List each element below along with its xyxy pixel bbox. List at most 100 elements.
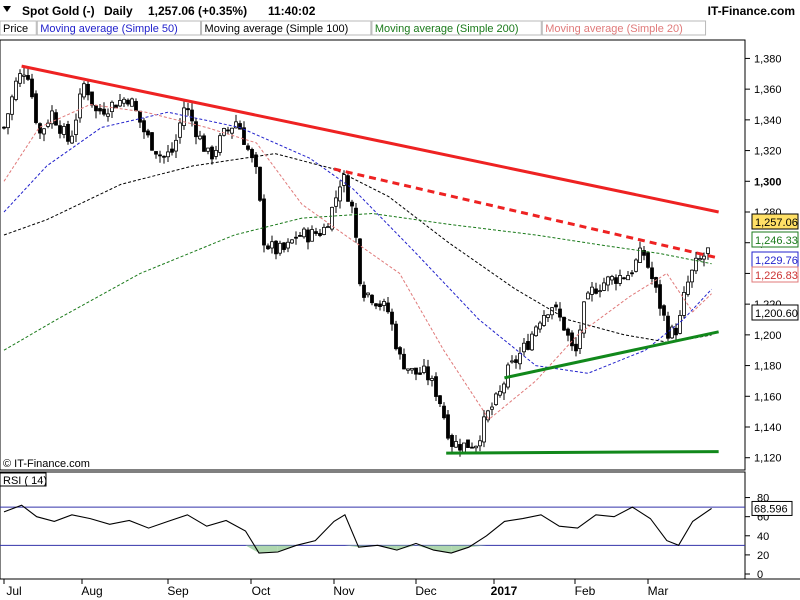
candle-body xyxy=(394,323,398,350)
candle-body xyxy=(418,372,422,375)
candle-body xyxy=(470,446,474,449)
header-bar xyxy=(0,0,800,20)
collapse-icon[interactable] xyxy=(3,6,11,12)
candle-body xyxy=(438,395,442,405)
candle-body xyxy=(590,286,594,295)
candle-body xyxy=(606,276,610,286)
candle-body xyxy=(66,123,70,142)
candle-body xyxy=(26,75,30,80)
trendline[interactable] xyxy=(446,450,719,455)
candle-body xyxy=(706,247,710,254)
candle-body xyxy=(458,444,462,451)
moving-average-line xyxy=(3,111,712,374)
candle-body xyxy=(526,341,530,350)
candle-body xyxy=(182,107,186,126)
candle-body xyxy=(430,378,434,381)
candle-body xyxy=(298,235,302,237)
candle-body xyxy=(178,122,182,138)
legend-item[interactable] xyxy=(541,20,707,36)
candle-body xyxy=(570,332,574,347)
time-axis-label: Aug xyxy=(81,584,102,598)
candle-body xyxy=(270,241,274,249)
price-panel-frame xyxy=(0,39,746,471)
candle-body xyxy=(498,390,502,396)
trendline[interactable] xyxy=(504,330,719,380)
candle-body xyxy=(378,303,382,307)
candles xyxy=(2,67,710,457)
candle-body xyxy=(650,267,654,280)
legend-item-label: Moving average (Simple 200) xyxy=(375,23,519,35)
candle-body xyxy=(74,119,78,135)
price-axis-label: 1,300 xyxy=(754,176,782,188)
candle-body xyxy=(318,232,322,236)
rsi-line xyxy=(3,504,712,554)
candle-body xyxy=(530,333,534,351)
candle-body xyxy=(614,277,618,284)
candle-body xyxy=(574,343,578,352)
candle-body xyxy=(18,73,22,84)
candle-body xyxy=(326,226,330,229)
candle-body xyxy=(578,329,582,349)
candle-body xyxy=(2,126,6,129)
candle-body xyxy=(514,359,518,363)
candle-body xyxy=(302,228,306,238)
legend-item[interactable] xyxy=(36,20,202,36)
candle-body xyxy=(266,245,270,250)
candle-body xyxy=(98,108,102,112)
candle-body xyxy=(702,255,706,260)
legend-item[interactable] xyxy=(371,20,542,36)
time-axis-label: Oct xyxy=(252,584,271,598)
legend-item-label: Moving average (Simple 100) xyxy=(205,23,349,35)
candle-body xyxy=(102,108,106,115)
candle-body xyxy=(290,239,294,244)
candle-body xyxy=(90,91,94,106)
price-axis-label: 1,160 xyxy=(754,391,782,403)
candle-body xyxy=(14,80,18,100)
legend-item[interactable] xyxy=(201,20,372,36)
legend-item-label: Moving average (Simple 20) xyxy=(545,23,683,35)
trendline[interactable] xyxy=(21,64,719,214)
candle-body xyxy=(274,240,278,255)
candle-body xyxy=(426,366,430,381)
candle-body xyxy=(10,96,14,115)
candle-body xyxy=(534,326,538,337)
candle-body xyxy=(486,410,490,421)
price-label-text: 1,257.06 xyxy=(755,217,798,229)
time-axis-label: 2017 xyxy=(491,584,518,598)
indicator-legend: Price Moving average (Simple 50) Moving av… xyxy=(0,20,707,36)
candle-body xyxy=(690,269,694,283)
rsi-plot xyxy=(0,504,745,554)
candle-body xyxy=(170,148,174,153)
candle-body xyxy=(466,439,470,448)
candle-body xyxy=(310,229,314,242)
candle-body xyxy=(642,250,646,256)
price-axis-label: 1,120 xyxy=(754,453,782,465)
candle-body xyxy=(398,347,402,355)
candle-body xyxy=(6,113,10,129)
candle-body xyxy=(314,231,318,234)
time-axis-label: Dec xyxy=(415,584,436,598)
legend-item[interactable] xyxy=(0,20,37,36)
candle-body xyxy=(62,126,66,135)
candle-body xyxy=(386,302,390,313)
candle-body xyxy=(250,149,254,159)
price-axis-label: 1,200 xyxy=(754,330,782,342)
candle-body xyxy=(34,93,38,123)
candle-body xyxy=(566,328,570,336)
price-axis-label: 1,340 xyxy=(754,115,782,127)
candle-body xyxy=(382,301,386,306)
candle-body xyxy=(198,135,202,140)
candle-body xyxy=(206,147,210,152)
candle-body xyxy=(58,125,62,134)
candle-body xyxy=(618,275,622,284)
price-label-text: 1,246.33 xyxy=(755,235,798,247)
candle-body xyxy=(666,315,670,339)
trendline[interactable] xyxy=(333,167,719,260)
rsi-last-box xyxy=(751,500,793,516)
candle-body xyxy=(390,311,394,325)
candle-body xyxy=(154,151,158,155)
instrument-title: Spot Gold (-) xyxy=(22,4,95,18)
candle-body xyxy=(686,281,690,295)
candle-body xyxy=(282,242,286,250)
candle-body xyxy=(598,290,602,293)
